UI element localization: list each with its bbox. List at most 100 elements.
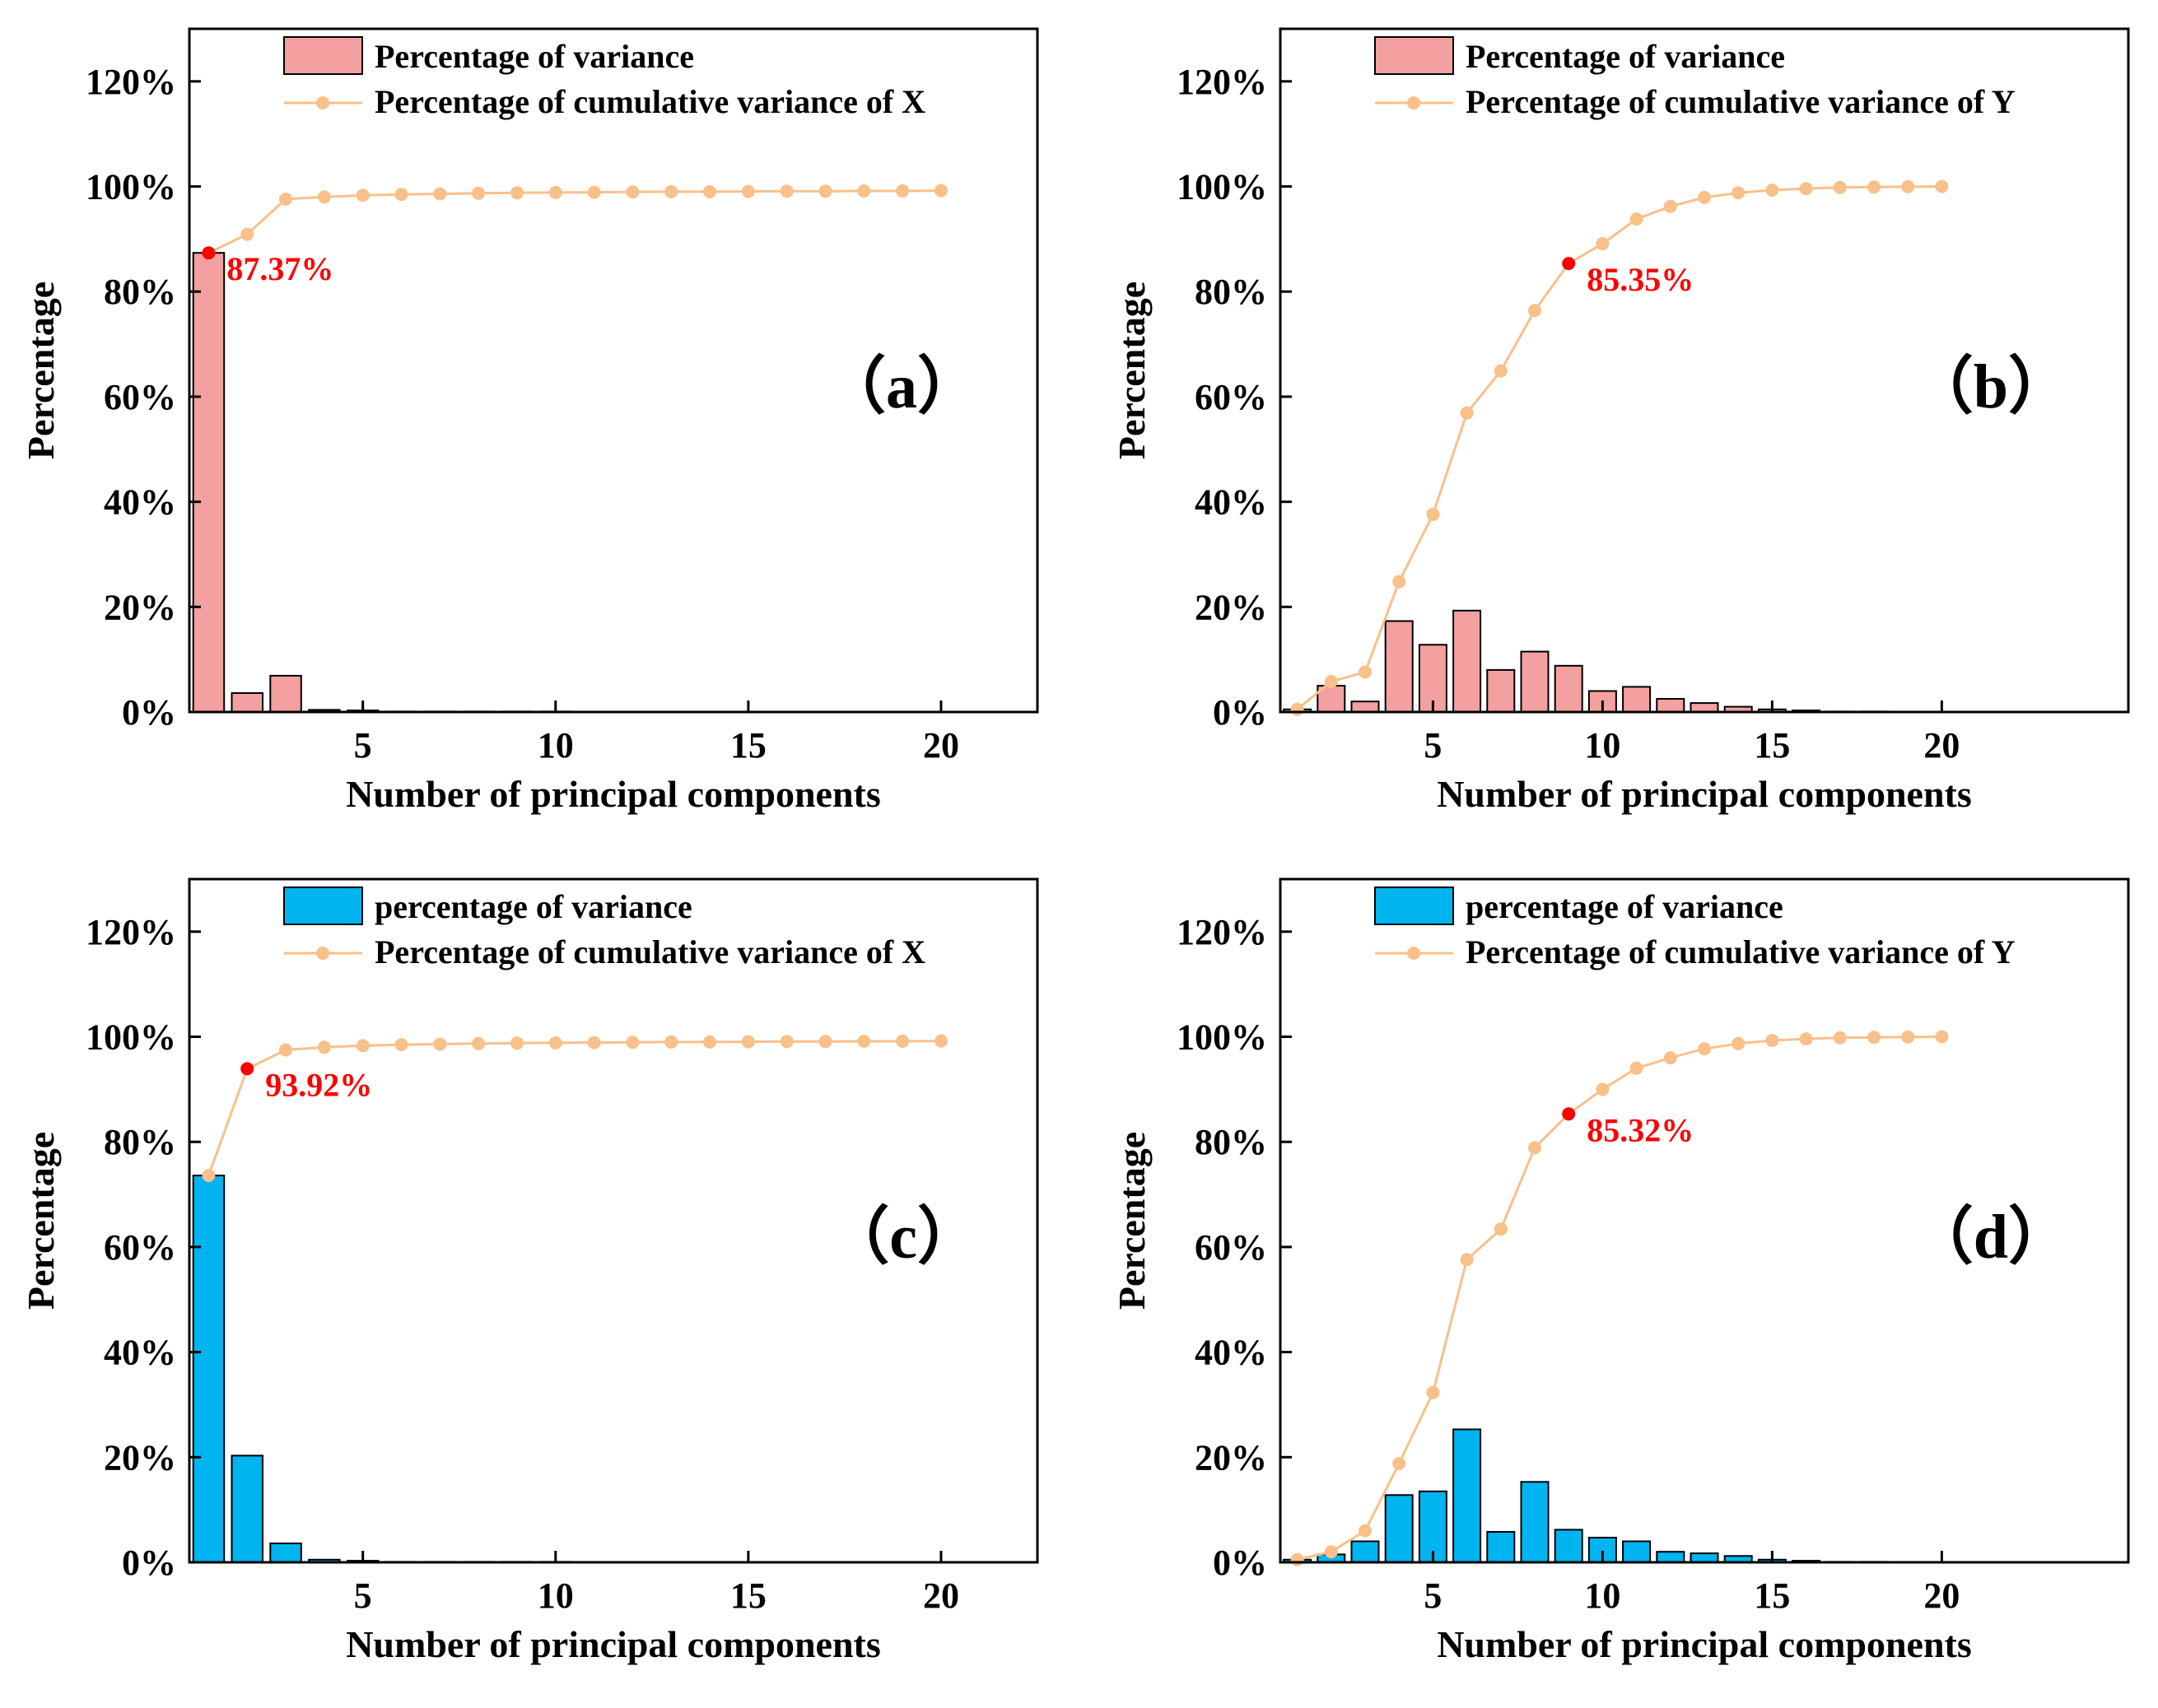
highlight-annotation: 85.32%: [1587, 1111, 1694, 1148]
bar: [1690, 702, 1719, 713]
line-point: [1324, 1545, 1338, 1559]
panel-label: （b）: [1911, 352, 2071, 421]
y-axis-title: Percentage: [20, 1132, 62, 1310]
legend-bar-swatch: [1374, 36, 1454, 75]
line-point: [394, 188, 408, 202]
line-point: [818, 1035, 832, 1049]
line-point: [1426, 507, 1440, 521]
bar: [1486, 668, 1516, 714]
line-point: [1901, 1030, 1915, 1044]
legend-line-label: Percentage of cumulative variance of Y: [1466, 83, 2016, 120]
bar: [1452, 609, 1482, 713]
line-point: [1494, 1222, 1508, 1236]
y-tick-label: 0%: [1213, 1543, 1267, 1583]
line-point: [1629, 212, 1643, 226]
line-point: [1799, 182, 1813, 196]
plot-frame: [1279, 877, 2130, 1564]
panel-a: 87.37% 0% 20% 40% 60% 80% 100% 120% 5 10 15 20 Numbe…: [20, 27, 1039, 815]
line-point: [548, 1036, 562, 1049]
bar: [1554, 1529, 1583, 1564]
plot-frame: [1279, 27, 2130, 714]
line-point: [741, 1035, 755, 1049]
legend-bar-swatch: [1374, 887, 1454, 925]
y-tick-label: 20%: [1195, 587, 1267, 627]
x-tick-label: 5: [1424, 1575, 1442, 1616]
line-point: [1799, 1032, 1813, 1046]
y-tick-label: 120%: [1177, 912, 1267, 952]
line-point: [1629, 1061, 1643, 1075]
line-point: [279, 1043, 292, 1057]
y-tick-label: 0%: [122, 692, 176, 733]
line-point: [896, 184, 910, 198]
x-tick-label: 10: [538, 725, 574, 766]
x-tick-label: 10: [538, 1575, 574, 1616]
y-tick-label: 80%: [1195, 272, 1267, 312]
legend: percentage of variance Percentage of cumu…: [283, 887, 925, 970]
line-point: [1833, 1031, 1847, 1045]
line-point: [317, 1040, 331, 1054]
line-point: [1765, 184, 1779, 197]
x-axis-title: Number of principal components: [1437, 773, 1972, 815]
line-point: [472, 186, 486, 200]
y-tick-label: 40%: [1195, 482, 1267, 523]
line-point: [433, 1037, 447, 1051]
highlight-point: [1562, 257, 1576, 271]
line-point: [1935, 1030, 1949, 1044]
line-point: [548, 185, 562, 199]
panel-label: （d）: [1911, 1203, 2071, 1272]
line-point: [1663, 199, 1677, 213]
highlight-point: [240, 1062, 254, 1076]
x-tick-label: 20: [923, 1575, 959, 1616]
x-tick-label: 20: [1923, 1575, 1960, 1616]
y-tick-label: 20%: [104, 587, 176, 627]
y-tick-label: 40%: [1195, 1333, 1267, 1373]
y-tick-label: 80%: [104, 1122, 176, 1162]
bar: [192, 1175, 226, 1563]
line-point: [818, 184, 832, 198]
line-point: [1392, 1457, 1406, 1470]
line-point: [1663, 1051, 1677, 1065]
legend-line-marker: [1407, 947, 1420, 960]
legend-line-marker: [1407, 96, 1420, 109]
y-tick-label: 20%: [1195, 1437, 1267, 1478]
line-point: [1596, 237, 1610, 251]
y-tick-label: 80%: [104, 272, 176, 312]
y-tick-label: 100%: [86, 167, 176, 207]
panel-b: 85.35% 0% 20% 40% 60% 80% 100% 120% 5 10 15 20 Numbe…: [1111, 27, 2130, 815]
line-point: [472, 1036, 486, 1050]
line-point: [1290, 1552, 1304, 1566]
line-point: [1460, 1253, 1474, 1267]
legend-bar-label: percentage of variance: [1466, 888, 1783, 925]
plot-frame: [188, 27, 1039, 714]
line-point: [1359, 1524, 1372, 1538]
line-point: [703, 184, 716, 198]
y-tick-label: 120%: [86, 62, 176, 102]
y-tick-label: 120%: [86, 912, 176, 952]
legend-bar-label: Percentage of variance: [375, 38, 694, 75]
line-point: [1596, 1082, 1610, 1096]
legend: Percentage of variance Percentage of cumu…: [1374, 36, 2016, 120]
line-point: [356, 188, 370, 202]
line-point: [1528, 304, 1541, 318]
x-axis-title: Number of principal components: [346, 1623, 881, 1665]
y-axis-title: Percentage: [20, 282, 62, 459]
y-axis-title: Percentage: [1111, 1132, 1153, 1310]
y-tick-label: 60%: [1195, 1227, 1267, 1268]
line-point: [587, 185, 601, 199]
line-point: [1698, 190, 1711, 204]
bar: [231, 692, 263, 713]
line-point: [1392, 575, 1406, 589]
line-point: [1290, 702, 1304, 716]
legend: percentage of variance Percentage of cumu…: [1374, 887, 2016, 970]
line-point: [240, 227, 254, 241]
legend-line-label: Percentage of cumulative variance of X: [375, 933, 925, 970]
bar: [1384, 620, 1414, 713]
y-tick-label: 100%: [1177, 167, 1267, 207]
y-tick-label: 40%: [104, 1333, 176, 1373]
y-tick-label: 60%: [104, 377, 176, 417]
bar: [231, 1454, 263, 1564]
highlight-annotation: 93.92%: [265, 1066, 372, 1103]
highlight-point: [1562, 1107, 1576, 1121]
line-point: [857, 1035, 871, 1048]
panel-label: （c）: [827, 1203, 980, 1272]
